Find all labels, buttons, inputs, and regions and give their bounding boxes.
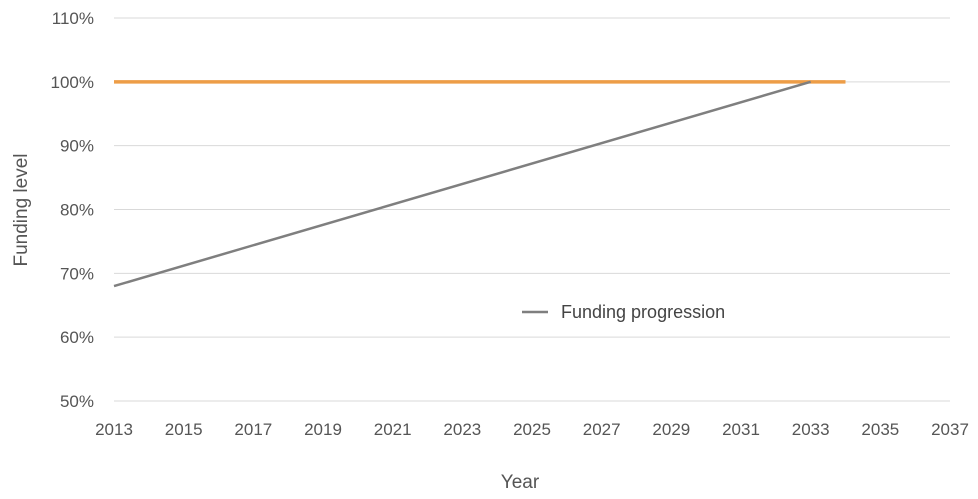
x-tick-label: 2015 — [165, 420, 203, 439]
series-lines — [113, 80, 846, 288]
y-tick-label: 110% — [52, 9, 94, 28]
x-tick-label: 2027 — [583, 420, 621, 439]
y-axis-ticks: 50% 60% 70% 80% 90% 100% 110% — [51, 9, 94, 411]
y-tick-label: 90% — [60, 137, 94, 156]
x-tick-label: 2019 — [304, 420, 342, 439]
y-tick-label: 60% — [60, 328, 94, 347]
x-axis-title: Year — [501, 472, 540, 493]
y-tick-label: 100% — [51, 73, 94, 92]
x-tick-label: 2031 — [722, 420, 760, 439]
x-tick-label: 2023 — [443, 420, 481, 439]
x-tick-label: 2035 — [861, 420, 899, 439]
legend-label-funding-progression: Funding progression — [561, 302, 725, 322]
y-tick-label: 80% — [60, 201, 94, 220]
gridlines — [114, 17, 950, 402]
x-tick-label: 2037 — [931, 420, 969, 439]
y-tick-label: 70% — [60, 264, 94, 283]
funding-progression-line — [113, 80, 812, 288]
x-tick-label: 2017 — [234, 420, 272, 439]
x-tick-label: 2021 — [374, 420, 412, 439]
x-tick-label: 2033 — [792, 420, 830, 439]
legend: Funding progression — [522, 302, 725, 322]
x-tick-label: 2029 — [652, 420, 690, 439]
x-tick-label: 2025 — [513, 420, 551, 439]
x-axis-ticks: 2013 2015 2017 2019 2021 2023 2025 2027 2029 2031… — [95, 420, 969, 439]
y-axis-title: Funding level — [11, 153, 32, 266]
y-tick-label: 50% — [60, 392, 94, 411]
x-tick-label: 2013 — [95, 420, 133, 439]
